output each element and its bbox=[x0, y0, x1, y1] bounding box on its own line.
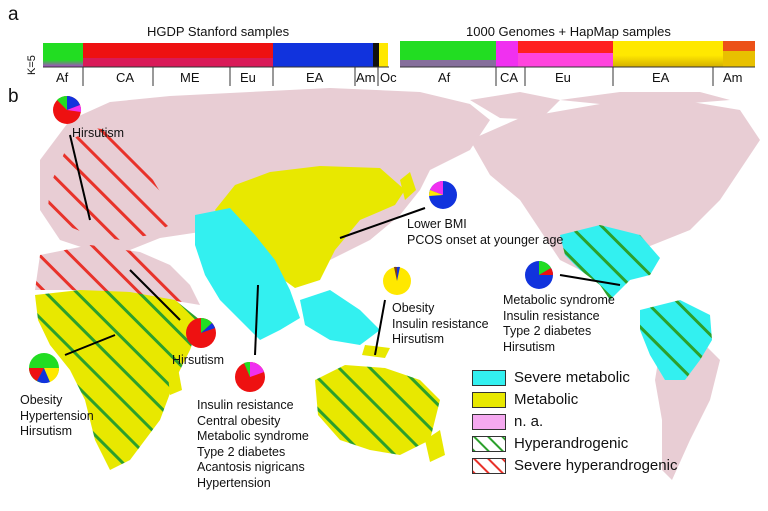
pop-label-am-right: Am bbox=[723, 70, 743, 85]
region-south-asia bbox=[195, 208, 300, 340]
left-strip-title: HGDP Stanford samples bbox=[147, 24, 290, 39]
region-central-america bbox=[560, 225, 660, 300]
legend-item-severe-metabolic: Severe metabolic bbox=[472, 369, 630, 386]
region-australia bbox=[315, 365, 440, 455]
annotation-south-asia-line-6: Hypertension bbox=[197, 475, 271, 490]
annotation-east-asia: Lower BMI PCOS onset at younger age bbox=[407, 217, 563, 248]
pop-label-af-right: Af bbox=[438, 70, 451, 85]
pop-label-ca-right: CA bbox=[500, 70, 519, 85]
pop-label-eu-left: Eu bbox=[240, 70, 256, 85]
legend-label-severe-hyperandrogenic: Severe hyperandrogenic bbox=[514, 457, 678, 474]
legend-label-na: n. a. bbox=[514, 413, 544, 430]
annotation-connectors bbox=[64, 134, 621, 356]
annotation-oceania-line-2: Insulin resistance bbox=[392, 316, 489, 331]
admixture-plots bbox=[43, 41, 755, 86]
pie-south-asia bbox=[235, 361, 265, 392]
annotation-africa-line-2: Hypertension bbox=[20, 408, 94, 423]
pop-label-ea-left: EA bbox=[306, 70, 324, 85]
left-admixture-strip bbox=[43, 43, 388, 67]
annotation-south-asia-line-1: Insulin resistance bbox=[197, 398, 294, 412]
panel-b-letter: b bbox=[8, 86, 19, 107]
annotation-oceania-line-3: Hirsutism bbox=[392, 332, 445, 346]
pie-middle-east bbox=[186, 318, 216, 348]
annotation-oceania-line-1: Obesity bbox=[392, 301, 435, 315]
region-north-africa bbox=[35, 245, 200, 305]
annotation-americas-line-2: Insulin resistance bbox=[503, 308, 600, 323]
annotation-south-asia-line-5: Acantosis nigricans bbox=[197, 460, 305, 474]
legend-item-hyperandrogenic: Hyperandrogenic bbox=[472, 435, 628, 452]
pie-europe bbox=[53, 95, 82, 124]
annotation-africa: Obesity Hypertension Hirsutism bbox=[20, 393, 94, 440]
annotation-east-asia-line-2: PCOS onset at younger age bbox=[407, 232, 564, 247]
annotation-middle-east-line-1: Hirsutism bbox=[172, 353, 225, 367]
pie-africa bbox=[29, 353, 60, 384]
region-south-america bbox=[640, 300, 712, 380]
annotation-east-asia-line-1: Lower BMI bbox=[407, 217, 467, 231]
region-europe bbox=[48, 128, 180, 240]
annotation-south-asia-line-4: Type 2 diabetes bbox=[197, 444, 286, 459]
annotation-americas-line-3: Type 2 diabetes bbox=[503, 324, 592, 338]
right-admixture-strip bbox=[400, 41, 755, 67]
legend-swatch-hyperandrogenic bbox=[472, 435, 506, 452]
legend-label-severe-metabolic: Severe metabolic bbox=[514, 369, 630, 386]
annotation-oceania: Obesity Insulin resistance Hirsutism bbox=[392, 301, 489, 348]
annotation-south-asia-line-3: Metabolic syndrome bbox=[197, 429, 309, 443]
legend-item-severe-hyperandrogenic: Severe hyperandrogenic bbox=[472, 457, 677, 474]
annotation-americas-line-4: Hirsutism bbox=[503, 339, 556, 354]
annotation-south-asia-line-2: Central obesity bbox=[197, 413, 281, 428]
annotation-south-asia: Insulin resistance Central obesity Metab… bbox=[197, 398, 309, 491]
pop-label-ca-left: CA bbox=[116, 70, 135, 85]
pie-americas bbox=[525, 261, 553, 289]
pop-label-eu-right: Eu bbox=[555, 70, 571, 85]
panel-a-letter: a bbox=[8, 4, 19, 25]
legend-swatch-severe-metabolic bbox=[472, 369, 506, 386]
legend-swatch-na bbox=[472, 413, 506, 430]
annotation-europe: Hirsutism bbox=[72, 126, 124, 142]
annotation-europe-line-1: Hirsutism bbox=[72, 126, 125, 140]
legend-swatch-severe-hyperandrogenic bbox=[472, 457, 506, 474]
pie-east-asia bbox=[428, 181, 457, 209]
region-africa bbox=[35, 290, 200, 470]
annotation-africa-line-3: Hirsutism bbox=[20, 424, 73, 438]
annotation-americas: Metabolic syndrome Insulin resistance Ty… bbox=[503, 293, 615, 355]
legend-label-hyperandrogenic: Hyperandrogenic bbox=[514, 435, 629, 452]
legend: Severe metabolic Metabolic n. a. Hyperan… bbox=[472, 369, 712, 477]
pop-label-af-left: Af bbox=[56, 70, 69, 85]
pop-label-ea-right: EA bbox=[652, 70, 670, 85]
pop-label-me-left: ME bbox=[180, 70, 200, 85]
legend-label-metabolic: Metabolic bbox=[514, 391, 579, 408]
legend-item-na: n. a. bbox=[472, 413, 543, 430]
annotation-africa-line-1: Obesity bbox=[20, 393, 63, 407]
legend-item-metabolic: Metabolic bbox=[472, 391, 578, 408]
annotation-americas-line-1: Metabolic syndrome bbox=[503, 293, 615, 307]
legend-swatch-metabolic bbox=[472, 391, 506, 408]
right-strip-title: 1000 Genomes + HapMap samples bbox=[466, 24, 671, 39]
annotation-middle-east: Hirsutism bbox=[172, 353, 224, 369]
pop-label-oc-left: Oc bbox=[380, 70, 397, 85]
pie-oceania bbox=[383, 266, 411, 295]
pop-label-am-left: Am bbox=[356, 70, 376, 85]
